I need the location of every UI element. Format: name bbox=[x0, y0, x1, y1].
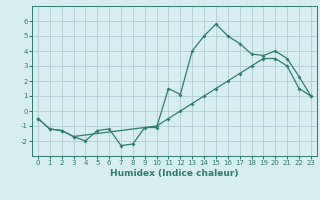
X-axis label: Humidex (Indice chaleur): Humidex (Indice chaleur) bbox=[110, 169, 239, 178]
